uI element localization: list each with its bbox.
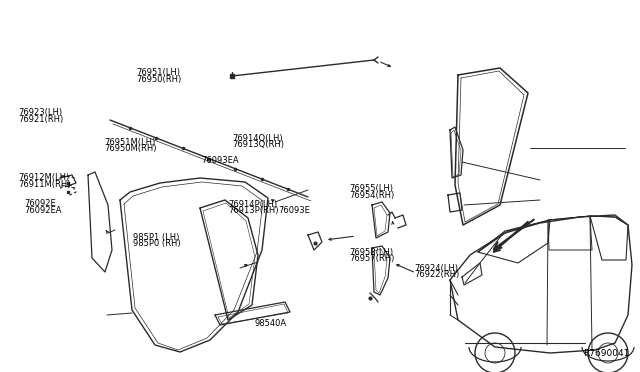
Text: 985P1 (LH): 985P1 (LH) (133, 233, 179, 242)
Text: 76092E: 76092E (24, 199, 56, 208)
Text: 76092EA: 76092EA (24, 206, 62, 215)
Text: 76950(RH): 76950(RH) (136, 75, 182, 84)
Text: 98540A: 98540A (255, 319, 287, 328)
Text: 76913Q(RH): 76913Q(RH) (232, 140, 284, 149)
Text: 76924(LH): 76924(LH) (415, 264, 459, 273)
Text: 76950M(RH): 76950M(RH) (104, 144, 157, 153)
Text: 76914Q(LH): 76914Q(LH) (232, 134, 283, 142)
Text: R7690041: R7690041 (584, 349, 630, 358)
Text: 76912M(LH): 76912M(LH) (18, 173, 69, 182)
Text: 76951M(LH): 76951M(LH) (104, 138, 156, 147)
Text: 76955(LH): 76955(LH) (349, 185, 394, 193)
Text: 76914P(LH): 76914P(LH) (228, 200, 278, 209)
Text: 76921(RH): 76921(RH) (18, 115, 63, 124)
Text: 76958(LH): 76958(LH) (349, 248, 394, 257)
Text: 76913P(RH): 76913P(RH) (228, 206, 279, 215)
Text: 76954(RH): 76954(RH) (349, 191, 395, 200)
Text: 76957(RH): 76957(RH) (349, 254, 395, 263)
Text: 76911M(RH): 76911M(RH) (18, 180, 70, 189)
Text: 76951(LH): 76951(LH) (136, 68, 180, 77)
Text: 76093EA: 76093EA (202, 156, 239, 165)
Text: 76922(RH): 76922(RH) (415, 270, 460, 279)
Text: 985P0 (RH): 985P0 (RH) (133, 239, 180, 248)
Text: 76093E: 76093E (278, 206, 310, 215)
Text: 76923(LH): 76923(LH) (18, 108, 62, 117)
